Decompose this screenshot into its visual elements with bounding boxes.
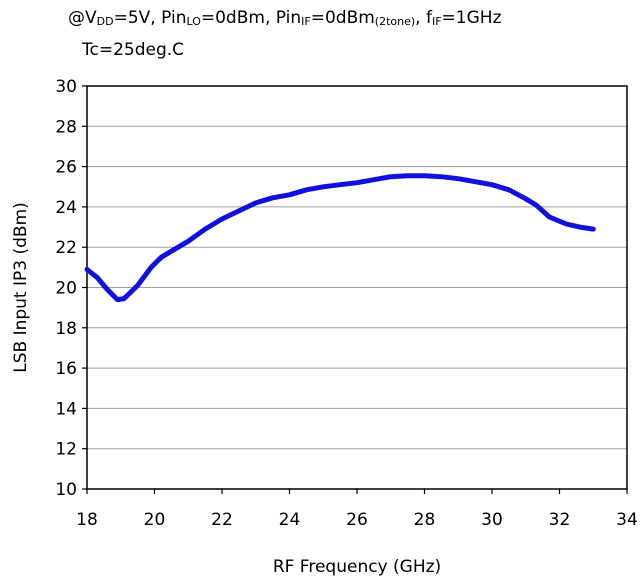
x-axis-ticks: 18 20 22 24 26 28 30 32 34	[76, 489, 638, 530]
y-tick-label: 18	[55, 319, 77, 339]
data-point	[272, 197, 274, 199]
data-point	[423, 175, 426, 177]
series-group	[84, 173, 596, 303]
y-tick-label: 14	[55, 399, 77, 419]
x-tick-label: 18	[76, 510, 98, 530]
series-line	[84, 173, 596, 303]
y-axis-ticks: 10 12 14 16 18 20 22 24 26 28 30	[55, 77, 87, 500]
data-point	[255, 202, 257, 204]
data-point	[440, 176, 442, 178]
data-point	[491, 184, 493, 186]
x-tick-label: 30	[481, 510, 503, 530]
data-point	[288, 194, 291, 196]
x-tick-label: 24	[279, 510, 301, 530]
data-point	[187, 240, 189, 242]
x-tick-label: 32	[549, 510, 571, 530]
test-conditions-line1: @VDD=5V, PinLO=0dBm, PinIF=0dBm(2tone), …	[68, 8, 502, 28]
data-point	[106, 288, 108, 291]
data-point	[116, 299, 118, 301]
data-point	[592, 228, 594, 230]
data-point	[508, 189, 510, 191]
data-point	[150, 266, 152, 268]
data-point	[170, 250, 172, 252]
y-tick-label: 24	[55, 198, 77, 218]
data-point	[390, 176, 392, 178]
data-point	[221, 218, 223, 220]
data-point	[204, 228, 206, 230]
y-tick-label: 22	[55, 238, 77, 258]
data-point	[535, 204, 537, 206]
data-point	[123, 298, 125, 300]
y-tick-label: 16	[55, 359, 77, 379]
x-tick-label: 34	[616, 510, 638, 530]
data-point	[565, 223, 567, 225]
x-tick-label: 26	[346, 510, 368, 530]
data-point	[548, 216, 551, 218]
data-point	[579, 226, 581, 228]
data-point	[525, 198, 527, 200]
test-conditions-line2: Tc=25deg.C	[82, 40, 185, 60]
data-point	[238, 210, 240, 212]
data-point	[305, 189, 307, 191]
data-point	[457, 178, 459, 180]
data-point	[137, 284, 139, 287]
grid-lines	[87, 125, 627, 450]
data-point	[407, 175, 409, 177]
data-point	[339, 184, 341, 186]
x-tick-label: 22	[211, 510, 233, 530]
y-tick-label: 26	[55, 158, 77, 178]
y-tick-label: 10	[55, 480, 77, 500]
data-point	[373, 179, 375, 181]
y-tick-label: 28	[55, 117, 77, 137]
y-tick-label: 12	[55, 440, 77, 460]
x-axis-label: RF Frequency (GHz)	[273, 557, 441, 577]
y-tick-label: 20	[55, 279, 77, 299]
data-point	[474, 181, 476, 183]
data-point	[96, 276, 98, 278]
data-point	[160, 256, 162, 258]
y-tick-label: 30	[55, 77, 77, 97]
data-point	[356, 182, 358, 184]
data-point	[322, 186, 324, 188]
x-tick-label: 20	[144, 510, 166, 530]
y-axis-label: LSB Input IP3 (dBm)	[11, 202, 31, 373]
data-point	[86, 268, 88, 270]
x-tick-label: 28	[414, 510, 436, 530]
